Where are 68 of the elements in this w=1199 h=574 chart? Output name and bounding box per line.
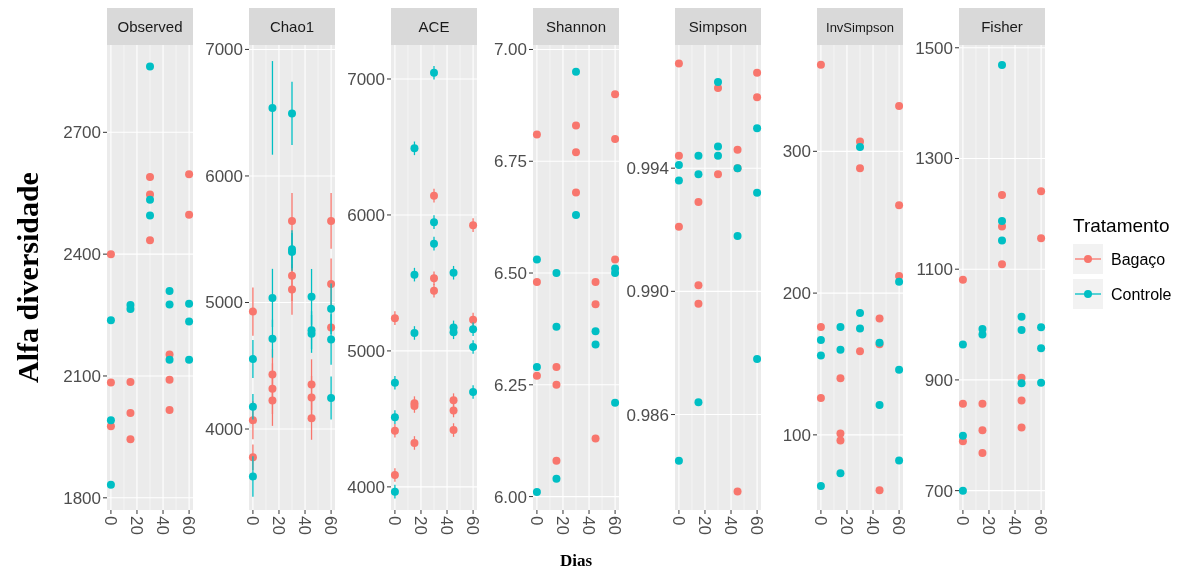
- chart-title: Observed: [117, 17, 183, 35]
- x-tick-label: 0: [952, 516, 972, 526]
- x-tick-label: 60: [747, 516, 767, 535]
- y-tick-label: 2400: [63, 245, 101, 265]
- y-tick-label: 2700: [63, 123, 101, 143]
- chart-title: Chao1: [269, 17, 315, 35]
- y-tick-label: 0.994: [626, 159, 669, 179]
- y-tick-label: 6.50: [493, 264, 527, 284]
- x-tick-label: 60: [321, 516, 341, 535]
- y-tick-label: 6.00: [493, 487, 527, 507]
- x-tick-label: 40: [295, 516, 315, 535]
- x-tick-label: 20: [836, 516, 856, 535]
- x-tick-label: 40: [579, 516, 599, 535]
- x-tick-label: 0: [100, 516, 120, 526]
- y-tick-label: 6.75: [493, 152, 527, 172]
- x-axis-title: Dias: [559, 551, 593, 570]
- y-tick-label: 6.25: [493, 375, 527, 395]
- x-tick-label: 40: [1005, 516, 1025, 535]
- chart-title: Simpson: [688, 17, 748, 35]
- y-tick-label: 7000: [205, 40, 243, 60]
- y-tick-label: 6000: [347, 205, 385, 225]
- y-tick-label: 300: [782, 142, 811, 162]
- x-tick-label: 0: [526, 516, 546, 526]
- y-tick-label: 7.00: [493, 40, 527, 60]
- y-tick-label: 0.986: [626, 405, 669, 425]
- legend-title: Tratamento: [1073, 215, 1170, 236]
- y-tick-label: 5000: [347, 341, 385, 361]
- x-tick-label: 60: [463, 516, 483, 535]
- x-tick-label: 0: [668, 516, 688, 526]
- y-tick-label: 700: [924, 481, 953, 501]
- y-tick-label: 4000: [347, 477, 385, 497]
- x-tick-label: 40: [863, 516, 883, 535]
- x-tick-label: 60: [1031, 516, 1051, 535]
- y-tick-label: 900: [924, 370, 953, 390]
- y-tick-label: 100: [782, 425, 811, 445]
- y-tick-label: 1100: [916, 260, 953, 280]
- x-tick-label: 0: [384, 516, 404, 526]
- y-tick-label: 1800: [63, 488, 101, 508]
- x-tick-label: 40: [437, 516, 457, 535]
- chart-title: Shannon: [545, 17, 607, 35]
- legend-label: Bagaço: [1111, 251, 1166, 268]
- chart-title: ACE: [418, 17, 450, 35]
- y-tick-label: 6000: [205, 166, 243, 186]
- x-tick-label: 20: [694, 516, 714, 535]
- x-tick-label: 20: [268, 516, 288, 535]
- x-tick-label: 20: [410, 516, 430, 535]
- y-tick-label: 4000: [205, 420, 243, 440]
- x-tick-label: 60: [605, 516, 625, 535]
- legend-label: Controle: [1111, 286, 1172, 303]
- y-tick-label: 5000: [205, 293, 243, 313]
- x-tick-label: 40: [153, 516, 173, 535]
- x-tick-label: 0: [810, 516, 830, 526]
- x-tick-label: 20: [126, 516, 146, 535]
- y-axis-title: Alfa diversidade: [11, 172, 44, 383]
- x-tick-label: 60: [179, 516, 199, 535]
- x-tick-label: 60: [889, 516, 909, 535]
- y-tick-label: 1500: [915, 38, 953, 58]
- x-tick-label: 40: [721, 516, 741, 535]
- x-tick-label: 0: [242, 516, 262, 526]
- x-tick-label: 20: [978, 516, 998, 535]
- chart-title: Fisher: [981, 17, 1023, 35]
- y-tick-label: 0.990: [626, 282, 669, 302]
- chart-title: InvSimpson: [826, 19, 894, 35]
- x-tick-label: 20: [552, 516, 572, 535]
- y-tick-label: 200: [782, 284, 811, 304]
- y-tick-label: 7000: [347, 69, 385, 89]
- y-tick-label: 2100: [63, 366, 101, 386]
- y-tick-label: 1300: [915, 149, 953, 169]
